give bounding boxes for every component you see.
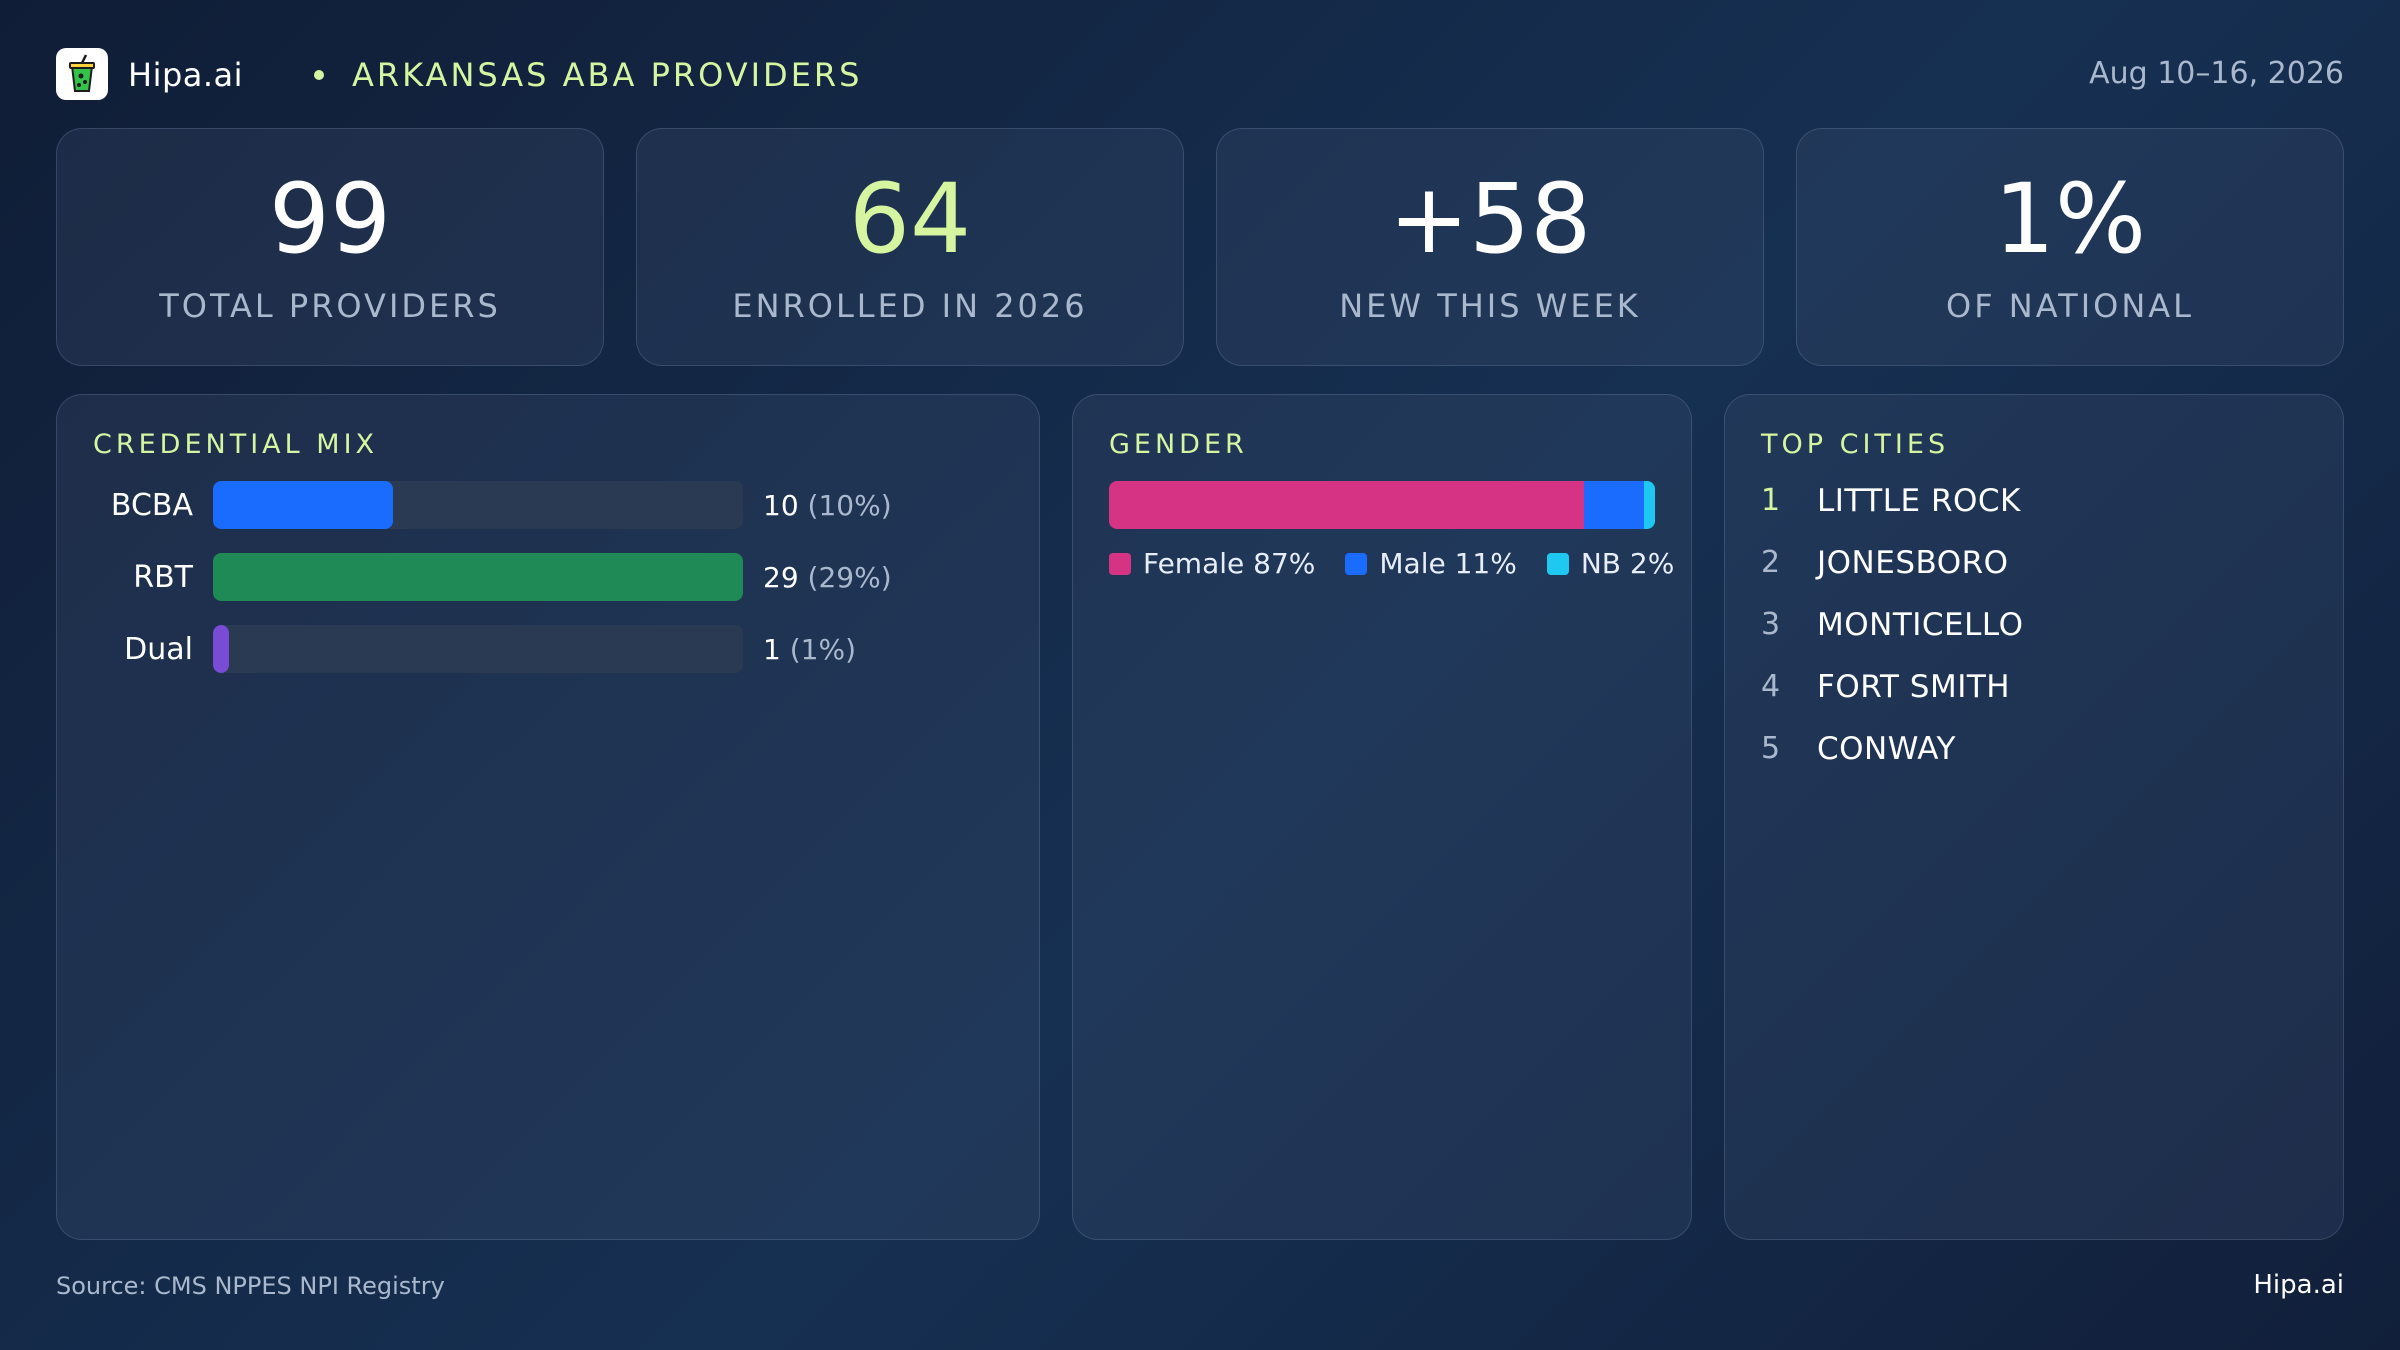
count-value: 1 [763,633,781,666]
credential-label: Dual [124,632,193,667]
page-title: ARKANSAS ABA PROVIDERS [352,56,863,94]
stat-card-enrolled: 64 ENROLLED IN 2026 [636,128,1184,366]
count-percent: (29%) [807,561,892,594]
city-name: FORT SMITH [1817,669,2011,705]
bar-track [213,553,743,601]
gender-segment-female [1109,481,1585,529]
legend-swatch [1546,552,1569,575]
date-range: Aug 10–16, 2026 [2089,56,2344,91]
city-name: CONWAY [1817,731,1956,767]
city-rank: 3 [1761,607,1781,642]
gender-stacked-bar [1109,481,1655,529]
credential-label: RBT [133,560,193,595]
city-rank: 2 [1761,545,1781,580]
city-rank: 4 [1761,669,1781,704]
legend-label: Female 87% [1143,547,1316,580]
city-rank: 1 [1761,483,1781,518]
legend-label: Male 11% [1379,547,1517,580]
separator-dot [314,70,324,80]
legend-swatch [1345,552,1368,575]
stat-label: TOTAL PROVIDERS [159,287,501,325]
credential-count: 1 (1%) [763,633,856,666]
bar-fill [213,481,394,529]
brand-name: Hipa.ai [128,56,244,94]
stat-value: 1% [1993,163,2147,275]
legend-item-female: Female 87% [1109,547,1315,580]
city-name: JONESBORO [1817,545,2009,581]
stat-value: +58 [1388,163,1592,275]
panel-title: CREDENTIAL MIX [93,429,379,460]
stat-label: NEW THIS WEEK [1339,287,1641,325]
stat-card-of-national: 1% OF NATIONAL [1796,128,2344,366]
city-rank: 5 [1761,731,1781,766]
gender-panel: GENDER Female 87% Male 11% NB 2% [1072,394,1692,1240]
count-percent: (10%) [807,489,892,522]
gender-segment-male [1584,481,1645,529]
credential-label: BCBA [110,488,193,523]
count-value: 29 [763,561,799,594]
credential-count: 10 (10%) [763,489,892,522]
bar-track [213,625,743,673]
credential-row-rbt: RBT 29 (29%) [57,553,1039,603]
stat-card-new-this-week: +58 NEW THIS WEEK [1216,128,1764,366]
credential-row-dual: Dual 1 (1%) [57,625,1039,675]
legend-item-male: Male 11% [1345,547,1517,580]
panel-title: GENDER [1109,429,1248,460]
stat-value: 99 [268,163,392,275]
logo [56,48,108,100]
panel-title: TOP CITIES [1761,429,1950,460]
stat-card-total-providers: 99 TOTAL PROVIDERS [56,128,604,366]
top-cities-panel: TOP CITIES 1 LITTLE ROCK 2 JONESBORO 3 M… [1724,394,2344,1240]
cup-icon [69,54,95,92]
bar-fill [213,553,743,601]
stat-label: ENROLLED IN 2026 [732,287,1088,325]
legend-item-nb: NB 2% [1546,547,1675,580]
city-name: MONTICELLO [1817,607,2024,643]
footer-brand: Hipa.ai [2253,1270,2344,1300]
city-name: LITTLE ROCK [1817,483,2021,519]
credential-mix-panel: CREDENTIAL MIX BCBA 10 (10%) RBT 29 (29%… [56,394,1040,1240]
header: Hipa.ai ARKANSAS ABA PROVIDERS Aug 10–16… [56,46,2344,102]
legend-label: NB 2% [1580,547,1675,580]
credential-row-bcba: BCBA 10 (10%) [57,481,1039,531]
count-value: 10 [763,489,799,522]
legend-swatch [1109,552,1131,575]
gender-segment-nb [1644,481,1655,529]
count-percent: (1%) [789,633,857,666]
bar-fill [213,625,229,673]
stat-label: OF NATIONAL [1946,287,2194,325]
stat-value: 64 [848,163,972,275]
credential-count: 29 (29%) [763,561,892,594]
bar-track [213,481,743,529]
source-note: Source: CMS NPPES NPI Registry [56,1272,445,1300]
gender-legend: Female 87% Male 11% NB 2% [1109,547,1674,580]
